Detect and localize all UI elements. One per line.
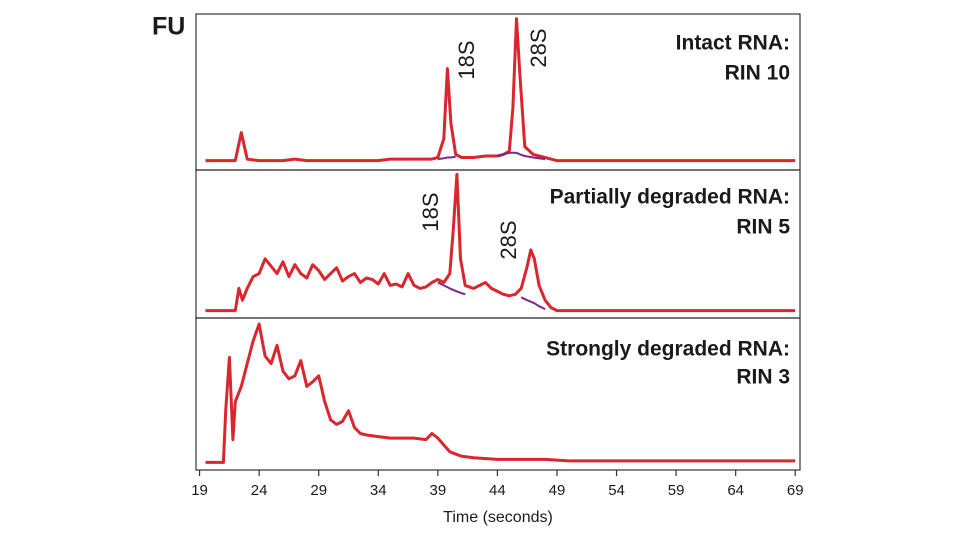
panel-title: Strongly degraded RNA: (546, 338, 790, 361)
peak-label: 18S (454, 40, 479, 79)
x-tick-label: 39 (429, 482, 446, 499)
panel-title: Partially degraded RNA: (550, 186, 790, 209)
peak-label: 18S (418, 192, 443, 231)
x-tick-label: 59 (668, 482, 685, 499)
panel-subtitle: RIN 10 (725, 62, 790, 85)
x-tick-label: 44 (489, 482, 506, 499)
panel-subtitle: RIN 5 (736, 216, 790, 239)
y-axis-label: FU (152, 13, 185, 41)
x-tick-label: 49 (549, 482, 566, 499)
trace (205, 17, 796, 163)
trace (205, 322, 796, 464)
x-tick-label: 19 (191, 482, 208, 499)
x-tick-label: 64 (727, 482, 744, 499)
peak-label: 28S (526, 28, 551, 67)
x-tick-label: 29 (310, 482, 327, 499)
peak-label: 28S (496, 220, 521, 259)
x-tick-label: 24 (251, 482, 268, 499)
x-tick-label: 54 (608, 482, 625, 499)
x-tick-label: 69 (787, 482, 804, 499)
trace (437, 151, 546, 161)
panel-subtitle: RIN 3 (736, 366, 790, 389)
x-tick-label: 34 (370, 482, 387, 499)
panel-title: Intact RNA: (676, 32, 790, 55)
x-axis-label: Time (seconds) (443, 509, 553, 526)
trace (437, 281, 546, 311)
trace (205, 172, 796, 313)
